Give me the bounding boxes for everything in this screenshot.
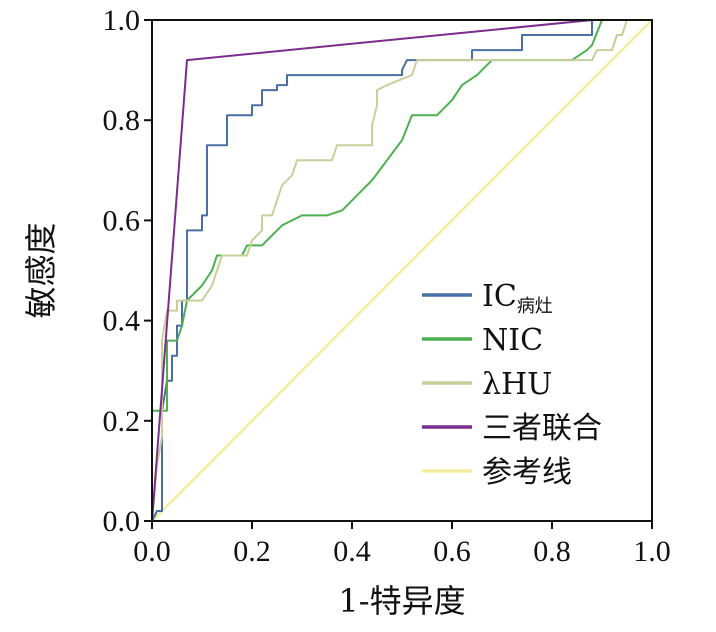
y-axis-title: 敏感度: [22, 222, 60, 318]
series-line-2: [151, 19, 652, 522]
y-tick-label: 0.0: [103, 505, 141, 538]
x-tick-label: 0.4: [333, 535, 371, 568]
x-axis-ticks: 0.0 0.2 0.4 0.6 0.8 1.0: [133, 521, 671, 568]
series-line-4: [151, 19, 653, 522]
series-layer: [151, 19, 653, 522]
legend-label: IC病灶: [482, 279, 553, 317]
x-tick-label: 0.8: [533, 535, 571, 568]
y-tick-label: 0.4: [103, 305, 141, 338]
x-tick-label: 0.6: [433, 535, 471, 568]
x-tick-label: 1.0: [633, 535, 671, 568]
y-tick-label: 0.8: [103, 104, 141, 137]
legend-label: λHU: [482, 367, 552, 402]
y-tick-label: 0.6: [103, 204, 141, 237]
legend-label: NIC: [482, 323, 543, 358]
legend-label: 参考线: [482, 455, 572, 490]
y-axis-ticks: 0.0 0.2 0.4 0.6 0.8 1.0: [103, 4, 152, 538]
y-tick-label: 1.0: [103, 4, 141, 37]
x-tick-label: 0.2: [233, 535, 271, 568]
x-axis-title: 1-特异度: [338, 582, 465, 620]
y-tick-label: 0.2: [103, 405, 141, 438]
series-line-1: [151, 19, 652, 521]
x-tick-label: 0.0: [133, 535, 171, 568]
legend-label: 三者联合: [482, 411, 602, 446]
plot-frame: [151, 19, 653, 522]
